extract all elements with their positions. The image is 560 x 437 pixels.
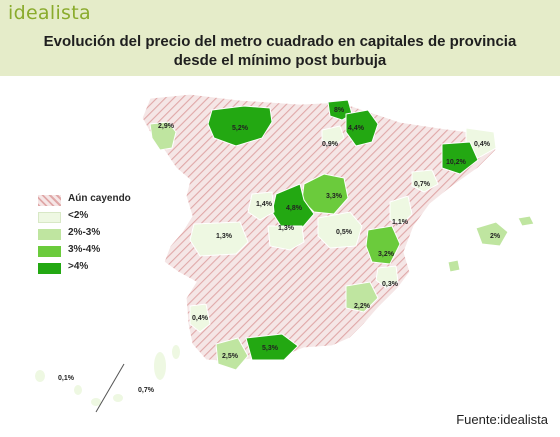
label-mallorca: 2% — [490, 233, 501, 240]
region-toledo — [267, 225, 305, 251]
region-valencia — [365, 225, 401, 265]
chart-title: Evolución del precio del metro cuadrado … — [0, 32, 560, 70]
region-castellon — [389, 195, 413, 225]
legend-swatch-falling — [38, 195, 61, 206]
region-menorca — [517, 215, 535, 227]
region-huelva — [189, 303, 211, 333]
label-castellon: 1,1% — [392, 219, 409, 226]
region-avila — [247, 191, 275, 221]
label-vizcaya: 8% — [334, 107, 345, 114]
region-cuenca — [317, 211, 363, 249]
source-credit: Fuente:idealista — [456, 412, 548, 427]
canary-separator — [95, 363, 125, 413]
region-ibiza — [447, 259, 461, 273]
island-canary-3 — [91, 398, 101, 406]
label-tarragona: 0,7% — [414, 181, 431, 188]
region-barcelona — [441, 141, 479, 175]
legend-swatch-2-3 — [38, 229, 61, 240]
island-canary-4 — [113, 394, 123, 402]
region-lugo — [149, 121, 177, 151]
region-malaga — [245, 333, 299, 361]
label-zaragoza: 0,9% — [322, 141, 339, 148]
legend-swatch-3-4 — [38, 246, 61, 257]
region-asturias — [207, 105, 273, 147]
label-cuenca: 0,5% — [336, 229, 353, 236]
legend-swatch-lt2 — [38, 212, 61, 223]
label-madrid: 4,8% — [286, 205, 303, 212]
region-alicante — [375, 265, 399, 289]
legend-label-lt2: <2% — [68, 210, 89, 221]
label-toledo: 1,3% — [278, 225, 295, 232]
portugal — [130, 118, 196, 348]
label-asturias: 5,2% — [232, 125, 249, 132]
island-canary-2 — [74, 385, 82, 395]
label-valencia: 3,2% — [378, 251, 395, 258]
label-avila: 1,4% — [256, 201, 273, 208]
legend-label-falling: Aún cayendo — [68, 193, 131, 204]
label-canarias-1: 0,1% — [58, 375, 75, 382]
brand-logo: idealista — [8, 2, 91, 24]
title-line-1: Evolución del precio del metro cuadrado … — [43, 33, 517, 50]
region-caceres — [189, 221, 249, 257]
region-mallorca — [475, 221, 509, 247]
region-murcia — [345, 281, 379, 313]
island-canary-1 — [35, 370, 45, 382]
legend-label-2-3: 2%-3% — [68, 227, 101, 238]
label-lugo: 2,9% — [158, 123, 175, 130]
label-murcia: 2,2% — [354, 303, 371, 310]
label-girona: 0,4% — [474, 141, 491, 148]
region-zaragoza — [321, 125, 345, 147]
region-madrid — [271, 183, 315, 229]
label-malaga: 5,3% — [262, 345, 279, 352]
label-caceres: 1,3% — [216, 233, 233, 240]
legend-label-gt4: >4% — [68, 261, 89, 272]
value-labels: 2,9% 5,2% 8% 4,4% 0,9% 0,4% 10,2% 0,7% 3… — [58, 107, 501, 394]
header-band: idealista Evolución del precio del metro… — [0, 0, 560, 76]
island-canary-6 — [172, 345, 180, 359]
label-alicante: 0,3% — [382, 281, 399, 288]
island-canary-5 — [154, 352, 166, 380]
label-navarra: 4,4% — [348, 125, 365, 132]
region-cadiz — [215, 337, 249, 371]
label-canarias-2: 0,7% — [138, 387, 155, 394]
label-cadiz: 2,5% — [222, 353, 239, 360]
label-barcelona: 10,2% — [446, 159, 467, 166]
region-navarra — [345, 109, 379, 147]
spain-map: 2,9% 5,2% 8% 4,4% 0,9% 0,4% 10,2% 0,7% 3… — [35, 93, 535, 413]
title-line-2: desde el mínimo post burbuja — [173, 52, 387, 69]
legend-label-3-4: 3%-4% — [68, 244, 101, 255]
label-guadalajara: 3,3% — [326, 193, 343, 200]
region-tarragona — [411, 169, 439, 193]
legend-swatch-gt4 — [38, 263, 61, 274]
label-huelva: 0,4% — [192, 315, 209, 322]
